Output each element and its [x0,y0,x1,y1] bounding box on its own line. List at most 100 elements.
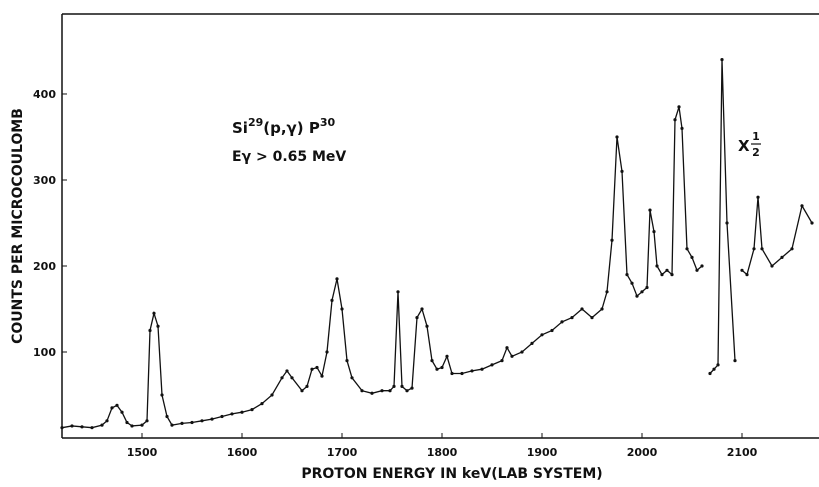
x-tick-label: 1800 [427,446,458,459]
data-point [740,268,744,272]
data-point [315,365,319,370]
data-point [425,324,429,328]
data-point [290,376,294,380]
y-tick-label: 400 [33,88,56,101]
data-point [540,333,544,337]
x-tick-label: 2000 [627,446,658,459]
data-point [320,374,324,378]
data-point [716,363,720,367]
data-point [520,350,524,354]
y-tick-label: 100 [33,346,56,359]
data-point [470,369,474,373]
data-point [125,420,129,425]
data-point [145,419,149,423]
data-point [435,367,439,371]
data-point [490,363,494,367]
scale-symbol: X [738,137,750,155]
data-point [90,426,94,430]
data-point [190,420,194,425]
data-point [60,426,64,430]
data-point [100,423,104,427]
data-point [335,277,339,281]
data-point [156,324,160,328]
x-tick-label: 1900 [527,446,558,459]
data-point [648,208,652,212]
data-point [140,423,144,427]
data-point [655,264,659,268]
data-point [780,255,784,259]
reaction-base: Si [232,119,248,137]
data-point [510,354,514,358]
data-point [210,417,214,421]
data-point [285,369,289,373]
data-point [110,406,114,410]
data-point [325,350,329,354]
data-point [430,358,434,363]
x-tick-label: 1700 [327,446,358,459]
data-point [152,311,156,315]
y-tick-label: 200 [33,260,56,273]
data-point [165,414,169,419]
data-point [148,328,152,333]
data-point [630,281,634,285]
data-point [330,298,334,302]
data-point [388,389,392,393]
data-point [280,376,284,380]
data-point [400,384,404,388]
reaction-label: Si29(p,γ) P30 [232,116,336,137]
data-point [640,290,644,294]
x-axis-label: PROTON ENERGY IN keV(LAB SYSTEM) [301,466,602,482]
data-point [677,105,681,109]
data-point [605,290,609,294]
data-point [440,365,444,370]
scale-denominator: 2 [752,146,760,159]
data-point [635,294,639,298]
data-point [760,247,764,251]
threshold-label: Eγ > 0.65 MeV [232,149,346,165]
data-point [665,268,669,272]
data-point [345,358,349,363]
x-tick-label: 1500 [127,446,158,459]
data-point [450,371,454,376]
data-point [700,264,704,268]
data-point [300,389,304,393]
data-point [770,264,774,268]
data-point [733,358,737,363]
data-point [130,424,134,428]
data-point [745,272,749,277]
data-point [410,386,414,390]
data-point [725,221,729,225]
data-point [230,412,234,416]
data-point [160,393,164,397]
data-point [660,272,664,277]
data-point [615,135,619,139]
data-point [720,57,724,62]
data-point [396,290,400,294]
data-point [420,307,424,311]
reaction-mass-out: 30 [320,116,336,129]
data-point [220,414,224,419]
data-point [620,169,624,173]
data-point [445,354,449,358]
data-point [270,393,274,397]
data-point [480,367,484,371]
data-point [310,367,314,371]
data-point [380,389,384,393]
data-point [673,118,677,122]
data-point [170,423,174,427]
data-point [590,315,594,320]
data-point [120,410,124,414]
data-point [560,320,564,324]
data-point [105,419,109,423]
data-point [645,285,649,290]
data-point [800,204,804,208]
data-point [695,268,699,272]
data-point [370,391,374,395]
data-point [790,247,794,251]
data-point [70,424,74,428]
data-point [550,328,554,333]
data-point [180,421,184,425]
data-point [392,384,396,388]
data-point [200,419,204,423]
